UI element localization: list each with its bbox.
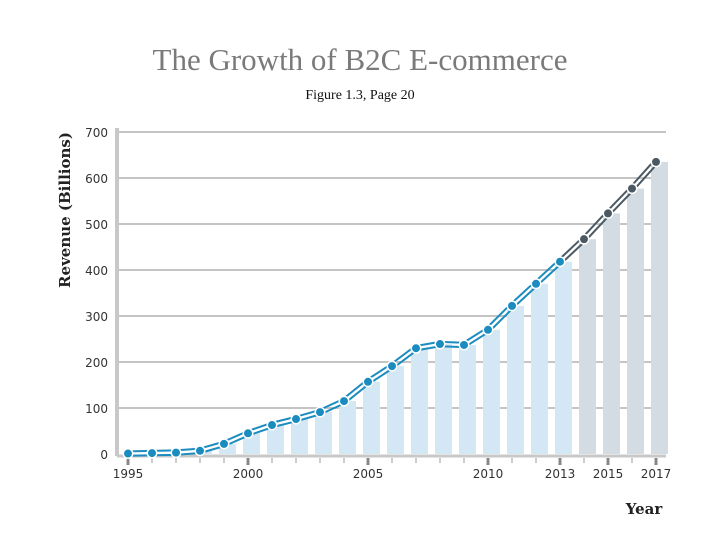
bar-2006 xyxy=(387,366,404,454)
data-point-1998 xyxy=(196,446,204,455)
data-point-2012 xyxy=(532,279,540,288)
line-segment xyxy=(632,162,659,191)
line-segment xyxy=(485,303,512,329)
bar-2012 xyxy=(531,283,548,454)
data-point-2007 xyxy=(412,344,420,353)
bars xyxy=(195,161,668,454)
data-point-1999 xyxy=(220,439,228,448)
chart-subtitle: Figure 1.3, Page 20 xyxy=(305,88,415,103)
line-segment xyxy=(584,214,611,242)
y-axis-title: Revenue (Billions) xyxy=(56,132,74,288)
line-segment xyxy=(629,159,656,188)
y-tick-label: 300 xyxy=(85,310,108,324)
data-point-2003 xyxy=(316,408,324,417)
data-point-2000 xyxy=(244,429,252,438)
bar-2005 xyxy=(363,381,380,454)
bar-2017 xyxy=(651,161,668,454)
data-point-2013 xyxy=(556,257,564,266)
line-segment xyxy=(560,240,587,265)
x-tick-label: 2015 xyxy=(593,467,624,481)
bar-2015 xyxy=(603,213,620,454)
bar-2016 xyxy=(627,188,644,454)
bar-2013 xyxy=(555,261,572,454)
bar-2010 xyxy=(483,329,500,454)
y-tick-label: 600 xyxy=(85,172,108,186)
y-tick-label: 500 xyxy=(85,218,108,232)
data-point-2010 xyxy=(484,325,492,334)
bar-2009 xyxy=(459,344,476,454)
x-axis-title: Year xyxy=(625,500,664,518)
y-tick-label: 700 xyxy=(85,126,108,140)
x-tick-label: 2005 xyxy=(353,467,384,481)
data-point-2008 xyxy=(436,340,444,349)
x-axis-labels: 1995 2000 2005 2010 2013 2015 2017 xyxy=(113,467,672,481)
axes xyxy=(115,128,666,465)
y-tick-label: 0 xyxy=(100,448,108,462)
line-segment xyxy=(557,236,584,261)
line-segment xyxy=(344,382,371,404)
data-point-2009 xyxy=(460,340,468,349)
bar-1999 xyxy=(219,443,236,454)
x-tick-label: 1995 xyxy=(113,467,144,481)
bar-2007 xyxy=(411,348,428,454)
data-point-1995 xyxy=(124,449,132,458)
y-tick-label: 400 xyxy=(85,264,108,278)
data-point-2014 xyxy=(580,235,588,244)
line-segment xyxy=(605,186,632,213)
data-point-2017 xyxy=(652,157,660,166)
x-tick-label: 2000 xyxy=(233,467,264,481)
bar-2001 xyxy=(267,425,284,454)
bar-2002 xyxy=(291,419,308,454)
bar-2011 xyxy=(507,305,524,454)
line-segment xyxy=(608,189,635,216)
bar-2004 xyxy=(339,401,356,454)
data-points xyxy=(122,156,662,460)
chart-title: The Growth of B2C E-commerce xyxy=(152,42,568,77)
line-segment xyxy=(488,306,515,333)
data-point-2006 xyxy=(388,362,396,371)
line-segment xyxy=(341,379,368,401)
data-point-2005 xyxy=(364,377,372,386)
data-point-2002 xyxy=(292,415,300,424)
line-segment xyxy=(533,259,560,283)
data-point-2004 xyxy=(340,397,348,406)
x-tick-label: 2010 xyxy=(473,467,504,481)
line-segment xyxy=(509,281,536,305)
bar-2014 xyxy=(579,239,596,454)
data-point-2001 xyxy=(268,421,276,430)
data-point-2015 xyxy=(604,209,612,218)
x-tick-label: 2013 xyxy=(545,467,576,481)
data-point-2016 xyxy=(628,184,636,193)
y-axis-labels: 0 100 200 300 400 500 600 700 xyxy=(85,126,108,462)
line-segment xyxy=(512,284,539,309)
y-tick-label: 200 xyxy=(85,356,108,370)
data-point-2011 xyxy=(508,301,516,310)
bar-2003 xyxy=(315,412,332,454)
bar-2008 xyxy=(435,344,452,454)
x-tick-label: 2017 xyxy=(641,467,672,481)
y-tick-label: 100 xyxy=(85,402,108,416)
data-point-1997 xyxy=(172,448,180,457)
line-segment xyxy=(536,262,563,287)
data-point-1996 xyxy=(148,449,156,458)
line-segment xyxy=(581,211,608,239)
